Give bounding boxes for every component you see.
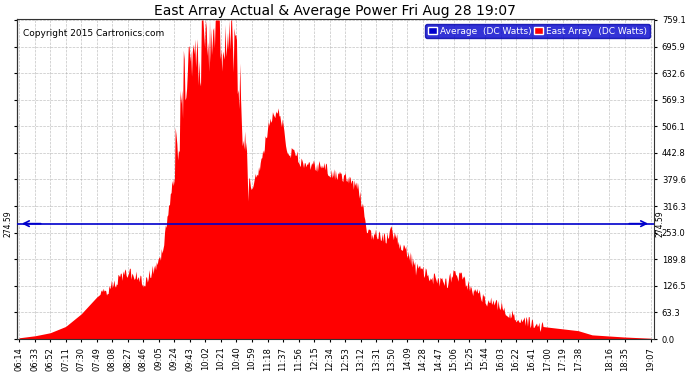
Text: 274.59: 274.59	[3, 210, 12, 237]
Text: 274.59: 274.59	[656, 210, 665, 237]
Title: East Array Actual & Average Power Fri Aug 28 19:07: East Array Actual & Average Power Fri Au…	[155, 4, 516, 18]
Legend: Average  (DC Watts), East Array  (DC Watts): Average (DC Watts), East Array (DC Watts…	[426, 24, 650, 38]
Text: Copyright 2015 Cartronics.com: Copyright 2015 Cartronics.com	[23, 29, 164, 38]
